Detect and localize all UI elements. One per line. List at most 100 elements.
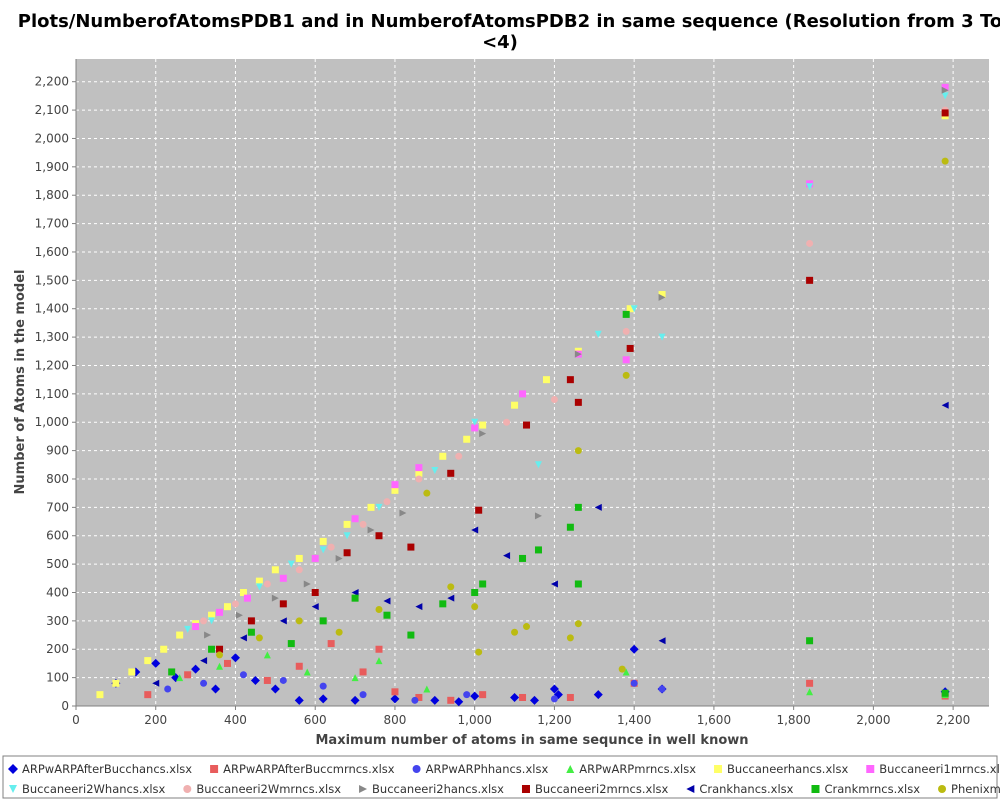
data-point (411, 696, 419, 704)
data-point (455, 452, 463, 460)
data-point (230, 653, 240, 663)
x-tick-label: 600 (304, 713, 327, 727)
data-point (431, 466, 439, 474)
data-point (415, 469, 423, 477)
data-point (247, 617, 255, 625)
y-tick-label: 400 (46, 585, 69, 599)
x-tick-label: 2,000 (856, 713, 890, 727)
data-point (263, 676, 271, 684)
legend-item: ARPwARPAfterBucchancs.xlsx (8, 762, 192, 776)
data-point (511, 628, 519, 636)
chart-title-line-2: <4) (482, 32, 518, 53)
data-point (383, 597, 391, 605)
data-point (200, 657, 208, 665)
data-point (550, 580, 558, 588)
data-point (128, 668, 136, 676)
x-tick-label: 1,400 (617, 713, 651, 727)
y-tick-label: 500 (46, 557, 69, 571)
data-point (806, 679, 814, 687)
legend-item: Buccaneeri1mrncs.xlsx (866, 762, 1000, 776)
data-point (239, 634, 247, 642)
data-point (622, 327, 630, 335)
data-point (343, 532, 351, 540)
data-point (204, 631, 212, 639)
data-point (367, 526, 375, 534)
y-tick-label: 2,200 (35, 75, 69, 89)
x-tick-label: 1,600 (697, 713, 731, 727)
data-point (343, 549, 351, 557)
legend-box (2, 755, 998, 799)
data-point (216, 645, 224, 653)
data-point (463, 435, 471, 443)
data-point (550, 695, 558, 703)
data-point (415, 693, 423, 701)
data-point (941, 83, 949, 91)
x-tick-label: 1,200 (537, 713, 571, 727)
legend-item: Buccaneerhancs.xlsx (714, 762, 848, 776)
legend-marker (714, 765, 723, 773)
data-point (566, 634, 574, 642)
data-point (475, 648, 483, 656)
data-point (335, 628, 343, 636)
data-point (941, 401, 949, 409)
legend-label: Buccaneerhancs.xlsx (727, 762, 848, 776)
data-point (534, 546, 542, 554)
data-point (430, 695, 440, 705)
data-point (263, 651, 271, 659)
data-point (626, 305, 634, 313)
legend-marker (866, 765, 875, 773)
legend-marker (566, 765, 575, 773)
legend-item: Crankhancs.xlsx (686, 782, 794, 796)
data-point (151, 658, 161, 668)
legend-label: ARPwARPAfterBucchancs.xlsx (22, 762, 192, 776)
data-point (566, 523, 574, 531)
data-point (319, 546, 327, 554)
data-point (941, 109, 949, 117)
data-point (279, 574, 287, 582)
data-point (184, 671, 192, 679)
y-axis-title: Number of Atoms in the model (13, 270, 28, 495)
data-point (566, 376, 574, 384)
data-point (511, 401, 519, 409)
data-point (549, 684, 559, 694)
legend-label: Phenixmrncs.xlsx (951, 782, 1000, 796)
data-point (479, 421, 487, 429)
data-point (534, 461, 542, 469)
data-point (447, 594, 455, 602)
data-point (263, 580, 271, 588)
x-tick-label: 1,800 (776, 713, 810, 727)
data-point (168, 668, 176, 676)
x-tick-label: 1,000 (458, 713, 492, 727)
legend-marker (359, 785, 368, 793)
data-point (216, 662, 224, 670)
legend-label: Crankhancs.xlsx (699, 782, 793, 796)
data-point (594, 330, 602, 338)
data-point (439, 452, 447, 460)
data-point (519, 390, 527, 398)
data-point (415, 603, 423, 611)
data-point (318, 694, 328, 704)
plot-area (76, 59, 989, 706)
data-point (566, 693, 574, 701)
data-point (622, 356, 630, 364)
data-point (550, 396, 558, 404)
data-point (630, 679, 638, 687)
data-point (216, 651, 224, 659)
data-point (216, 608, 224, 616)
data-point (390, 694, 400, 704)
data-point (806, 239, 814, 247)
data-point (351, 594, 359, 602)
data-point (471, 418, 479, 426)
data-point (471, 526, 479, 534)
data-point (415, 475, 423, 483)
data-point (112, 679, 120, 687)
x-tick-label: 0 (72, 713, 80, 727)
data-point (423, 489, 431, 497)
data-point (359, 668, 367, 676)
data-point (375, 645, 383, 653)
legend-label: ARPwARPhhancs.xlsx (426, 762, 549, 776)
y-tick-label: 1,100 (35, 387, 69, 401)
data-point (407, 543, 415, 551)
y-tick-label: 200 (46, 642, 69, 656)
series-group (216, 157, 949, 673)
